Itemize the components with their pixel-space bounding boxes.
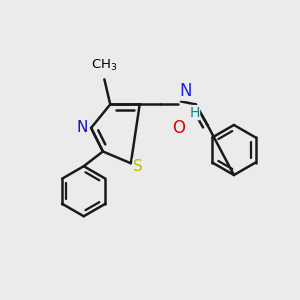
Text: H: H — [189, 106, 200, 120]
Text: N: N — [76, 120, 87, 135]
Text: S: S — [133, 159, 143, 174]
Text: CH$_3$: CH$_3$ — [91, 58, 118, 74]
Text: N: N — [179, 82, 192, 100]
Text: O: O — [172, 119, 185, 137]
